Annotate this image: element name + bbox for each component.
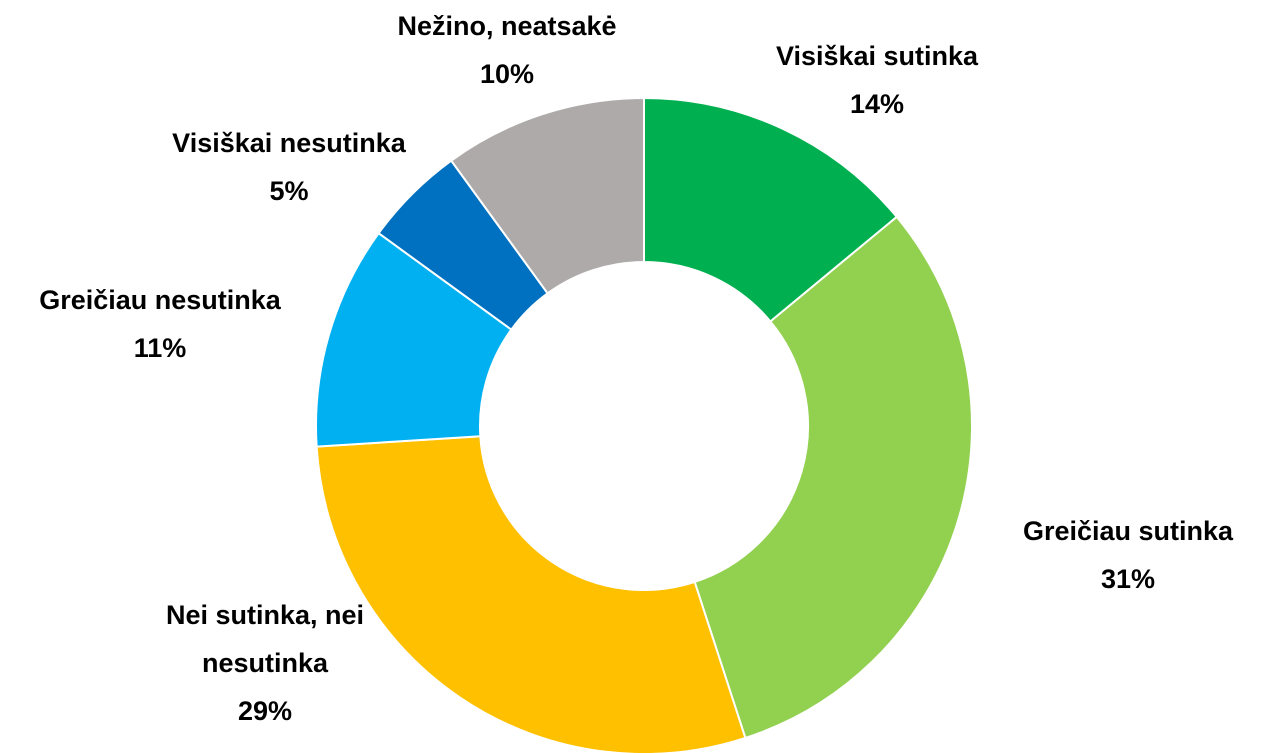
slice-label: Nei sutinka, nei nesutinka: [166, 600, 364, 678]
slice-value-label: 14%: [850, 89, 904, 119]
slice-value-label: 5%: [269, 176, 308, 206]
slice-label: Nežino, neatsakė: [397, 11, 616, 41]
donut-slice: [643, 96, 899, 323]
donut-slice: [315, 435, 747, 753]
donut-slice: [315, 231, 513, 448]
donut-slice: [693, 215, 973, 740]
slice-value-label: 29%: [238, 696, 292, 726]
slice-value-label: 11%: [134, 333, 187, 363]
donut-slice: [449, 96, 645, 295]
slice-value-label: 31%: [1101, 564, 1155, 594]
slice-label: Greičiau nesutinka: [39, 285, 282, 315]
slice-label: Greičiau sutinka: [1023, 516, 1234, 546]
slice-value-label: 10%: [480, 59, 534, 89]
slice-label: Visiškai nesutinka: [172, 128, 407, 158]
slice-label: Visiškai sutinka: [776, 41, 979, 71]
